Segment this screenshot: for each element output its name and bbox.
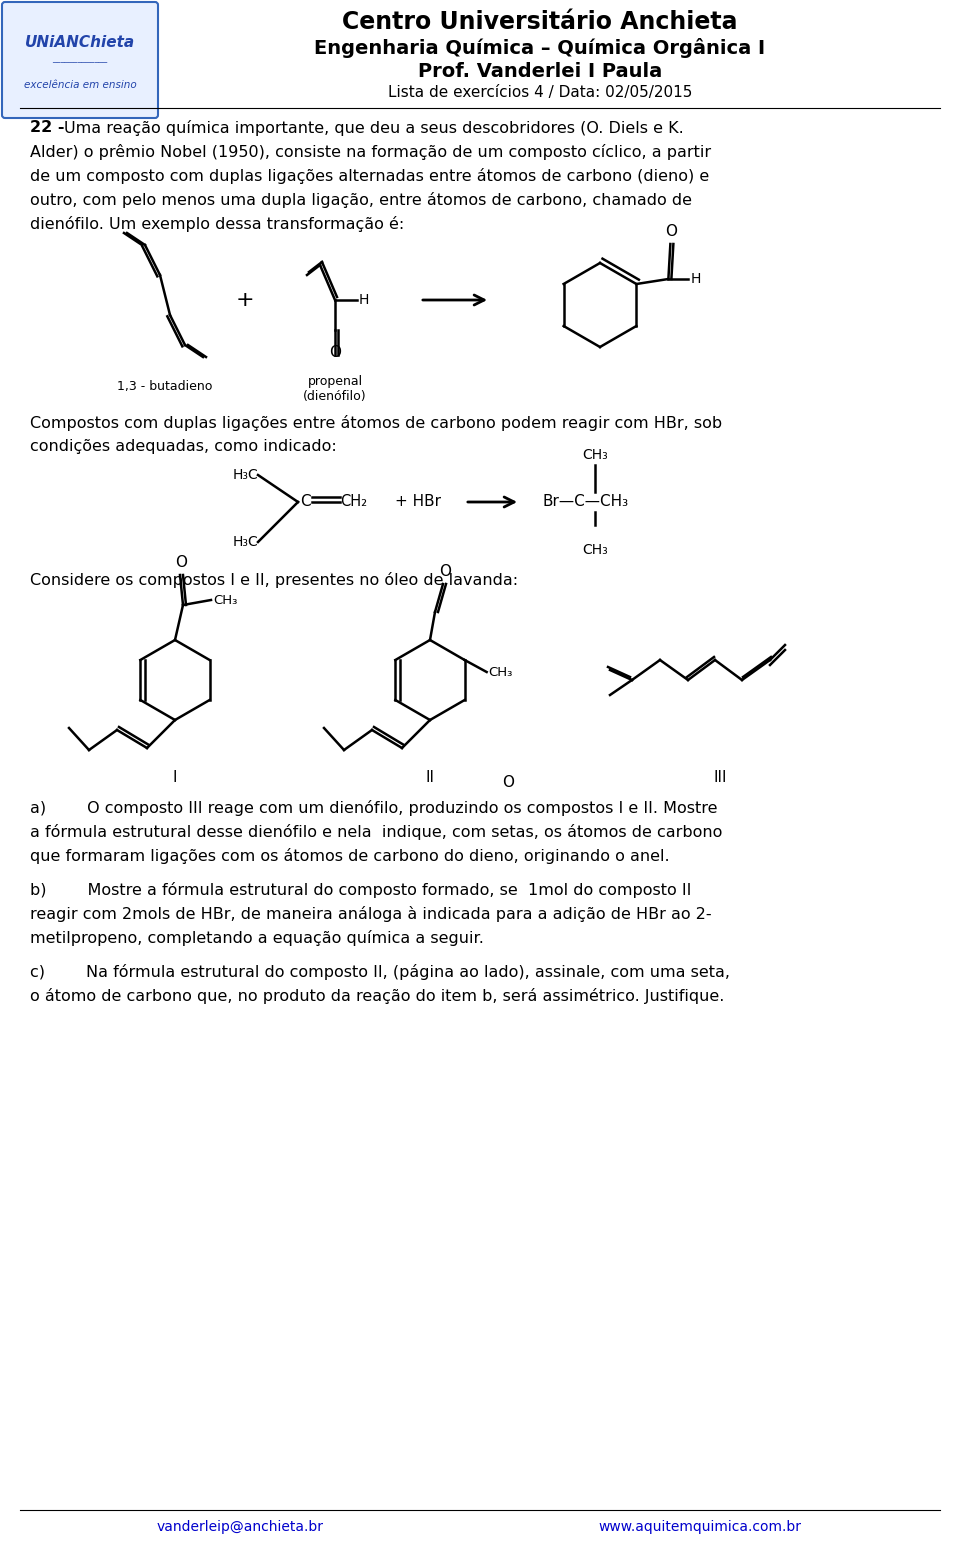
Text: O: O [329, 345, 341, 360]
Text: Br—C—CH₃: Br—C—CH₃ [543, 495, 629, 509]
Text: CH₂: CH₂ [340, 495, 367, 509]
Text: vanderleip@anchieta.br: vanderleip@anchieta.br [156, 1519, 324, 1533]
Text: www.aquitemquimica.com.br: www.aquitemquimica.com.br [598, 1519, 802, 1533]
Text: O: O [175, 556, 187, 570]
Text: Uma reação química importante, que deu a seus descobridores (O. Diels e K.: Uma reação química importante, que deu a… [64, 120, 684, 137]
Text: propenal: propenal [307, 376, 363, 388]
Text: O: O [439, 563, 451, 579]
Text: excelência em ensino: excelência em ensino [24, 81, 136, 90]
Text: +: + [236, 290, 254, 310]
Text: Lista de exercícios 4 / Data: 02/05/2015: Lista de exercícios 4 / Data: 02/05/2015 [388, 85, 692, 99]
Text: Compostos com duplas ligações entre átomos de carbono podem reagir com HBr, sob: Compostos com duplas ligações entre átom… [30, 414, 722, 431]
Text: H: H [690, 272, 701, 286]
Text: C: C [300, 495, 311, 509]
Text: (dienófilo): (dienófilo) [303, 390, 367, 404]
Text: ─────────────: ───────────── [53, 61, 108, 67]
Text: I: I [173, 770, 178, 785]
Text: metilpropeno, completando a equação química a seguir.: metilpropeno, completando a equação quím… [30, 930, 484, 947]
FancyBboxPatch shape [2, 2, 158, 118]
Text: CH₃: CH₃ [582, 543, 608, 557]
Text: Considere os compostos I e II, presentes no óleo de lavanda:: Considere os compostos I e II, presentes… [30, 573, 518, 588]
Text: condições adequadas, como indicado:: condições adequadas, como indicado: [30, 439, 337, 455]
Text: CH₃: CH₃ [582, 449, 608, 462]
Text: Alder) o prêmio Nobel (1950), consiste na formação de um composto cíclico, a par: Alder) o prêmio Nobel (1950), consiste n… [30, 144, 711, 160]
Text: de um composto com duplas ligações alternadas entre átomos de carbono (dieno) e: de um composto com duplas ligações alter… [30, 168, 709, 185]
Text: CH₃: CH₃ [489, 666, 513, 678]
Text: reagir com 2mols de HBr, de maneira análoga à indicada para a adição de HBr ao 2: reagir com 2mols de HBr, de maneira anál… [30, 906, 711, 922]
Text: Engenharia Química – Química Orgânica I: Engenharia Química – Química Orgânica I [315, 37, 765, 57]
Text: O: O [665, 223, 678, 239]
Text: o átomo de carbono que, no produto da reação do item b, será assimétrico. Justif: o átomo de carbono que, no produto da re… [30, 989, 725, 1004]
Text: a)        O composto III reage com um dienófilo, produzindo os compostos I e II.: a) O composto III reage com um dienófilo… [30, 799, 717, 816]
Text: outro, com pelo menos uma dupla ligação, entre átomos de carbono, chamado de: outro, com pelo menos uma dupla ligação,… [30, 192, 692, 208]
Text: O: O [502, 774, 514, 790]
Text: H₃C: H₃C [232, 535, 258, 549]
Text: UNiANChieta: UNiANChieta [25, 36, 135, 50]
Text: a fórmula estrutural desse dienófilo e nela  indique, com setas, os átomos de ca: a fórmula estrutural desse dienófilo e n… [30, 824, 722, 840]
Text: b)        Mostre a fórmula estrutural do composto formado, se  1mol do composto : b) Mostre a fórmula estrutural do compos… [30, 882, 691, 899]
Text: H: H [359, 293, 370, 307]
Text: H₃C: H₃C [232, 469, 258, 483]
Text: Centro Universitário Anchieta: Centro Universitário Anchieta [343, 9, 737, 34]
Text: c)        Na fórmula estrutural do composto II, (página ao lado), assinale, com : c) Na fórmula estrutural do composto II,… [30, 964, 730, 979]
Text: II: II [425, 770, 435, 785]
Text: 1,3 - butadieno: 1,3 - butadieno [117, 380, 213, 393]
Text: CH₃: CH₃ [213, 593, 237, 607]
Text: III: III [713, 770, 727, 785]
Text: Prof. Vanderlei I Paula: Prof. Vanderlei I Paula [418, 62, 662, 81]
Text: dienófilo. Um exemplo dessa transformação é:: dienófilo. Um exemplo dessa transformaçã… [30, 216, 404, 231]
Text: + HBr: + HBr [395, 495, 441, 509]
Text: 22 -: 22 - [30, 120, 70, 135]
Text: que formaram ligações com os átomos de carbono do dieno, originando o anel.: que formaram ligações com os átomos de c… [30, 847, 670, 864]
